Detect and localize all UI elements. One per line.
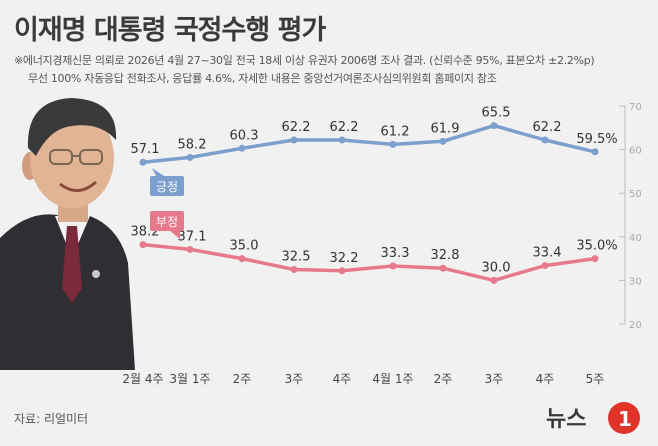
data-label: 59.5% xyxy=(576,132,617,147)
data-point xyxy=(290,136,298,144)
data-point xyxy=(238,255,246,263)
data-label: 35.0% xyxy=(576,239,617,254)
data-point xyxy=(338,136,346,144)
x-tick-label: 3월 1주 xyxy=(169,372,210,386)
data-point xyxy=(290,266,298,273)
data-label: 61.9 xyxy=(431,121,460,136)
data-label: 35.0 xyxy=(230,239,259,254)
series-tag: 부정 xyxy=(150,211,184,239)
data-label: 33.4 xyxy=(533,246,562,261)
x-tick-label: 3주 xyxy=(485,372,504,386)
x-tick-label: 5주 xyxy=(586,372,605,386)
data-point xyxy=(490,276,498,284)
data-label: 30.0 xyxy=(482,260,511,275)
x-tick-label: 2주 xyxy=(434,372,453,386)
series-tag: 긍정 xyxy=(150,168,184,196)
data-point xyxy=(439,137,447,145)
svg-text:1: 1 xyxy=(618,407,632,431)
data-label: 33.3 xyxy=(381,246,410,261)
x-tick-label: 2주 xyxy=(233,372,252,386)
x-tick-label: 4주 xyxy=(333,372,352,386)
data-point xyxy=(591,148,599,156)
y-tick-label: 50 xyxy=(629,189,642,200)
data-point xyxy=(490,122,498,130)
y-tick-label: 30 xyxy=(629,276,642,287)
data-label: 32.2 xyxy=(330,251,359,266)
y-tick-label: 20 xyxy=(629,320,642,331)
data-point xyxy=(139,241,147,249)
x-tick-label: 3주 xyxy=(285,372,304,386)
series-tag-label: 긍정 xyxy=(156,180,178,194)
data-label: 58.2 xyxy=(178,137,207,152)
y-tick-label: 60 xyxy=(629,146,642,157)
data-point xyxy=(139,158,147,166)
data-source: 자료: 리얼미터 xyxy=(14,412,89,426)
data-point xyxy=(186,245,194,253)
x-tick-label: 2월 4주 xyxy=(122,372,163,386)
data-label: 65.5 xyxy=(482,106,511,121)
data-point xyxy=(439,264,447,272)
svg-text:뉴스: 뉴스 xyxy=(546,407,586,432)
data-label: 32.8 xyxy=(431,248,460,263)
data-point xyxy=(389,262,397,270)
y-tick-label: 40 xyxy=(629,233,642,244)
data-point xyxy=(238,144,246,152)
data-label: 60.3 xyxy=(230,128,259,143)
page-title: 이재명 대통령 국정수행 평가 xyxy=(14,15,326,46)
data-label: 32.5 xyxy=(282,250,311,265)
data-point xyxy=(541,136,549,144)
data-label: 57.1 xyxy=(131,142,160,157)
series-tag-label: 부정 xyxy=(156,215,178,229)
data-label: 62.2 xyxy=(282,120,311,135)
data-label: 61.2 xyxy=(381,124,410,139)
data-label: 37.1 xyxy=(178,229,207,244)
data-point xyxy=(186,153,194,161)
news1-logo: 뉴스 1 xyxy=(546,402,640,434)
y-tick-label: 70 xyxy=(629,102,642,113)
x-tick-label: 4월 1주 xyxy=(372,372,413,386)
president-photo xyxy=(0,98,135,370)
data-point xyxy=(591,255,599,263)
data-label: 62.2 xyxy=(330,120,359,135)
series-line-negative xyxy=(142,242,596,283)
data-label: 62.2 xyxy=(533,120,562,135)
data-point xyxy=(389,140,397,148)
data-point xyxy=(338,267,346,275)
survey-note-line-2: 무선 100% 자동응답 전화조사, 응답률 4.6%, 자세한 내용은 중앙선… xyxy=(28,72,497,85)
series-line-positive xyxy=(142,123,596,164)
survey-note-line-1: ※에너지경제신문 의뢰로 2026년 4월 27~30일 전국 18세 이상 유… xyxy=(14,54,595,67)
x-tick-label: 4주 xyxy=(536,372,555,386)
data-point xyxy=(541,262,549,270)
